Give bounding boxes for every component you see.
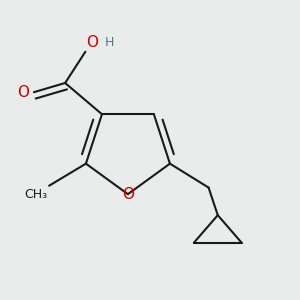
- Text: O: O: [86, 35, 98, 50]
- Text: CH₃: CH₃: [24, 188, 47, 201]
- Text: O: O: [17, 85, 29, 100]
- Text: O: O: [122, 187, 134, 202]
- Text: H: H: [104, 36, 114, 49]
